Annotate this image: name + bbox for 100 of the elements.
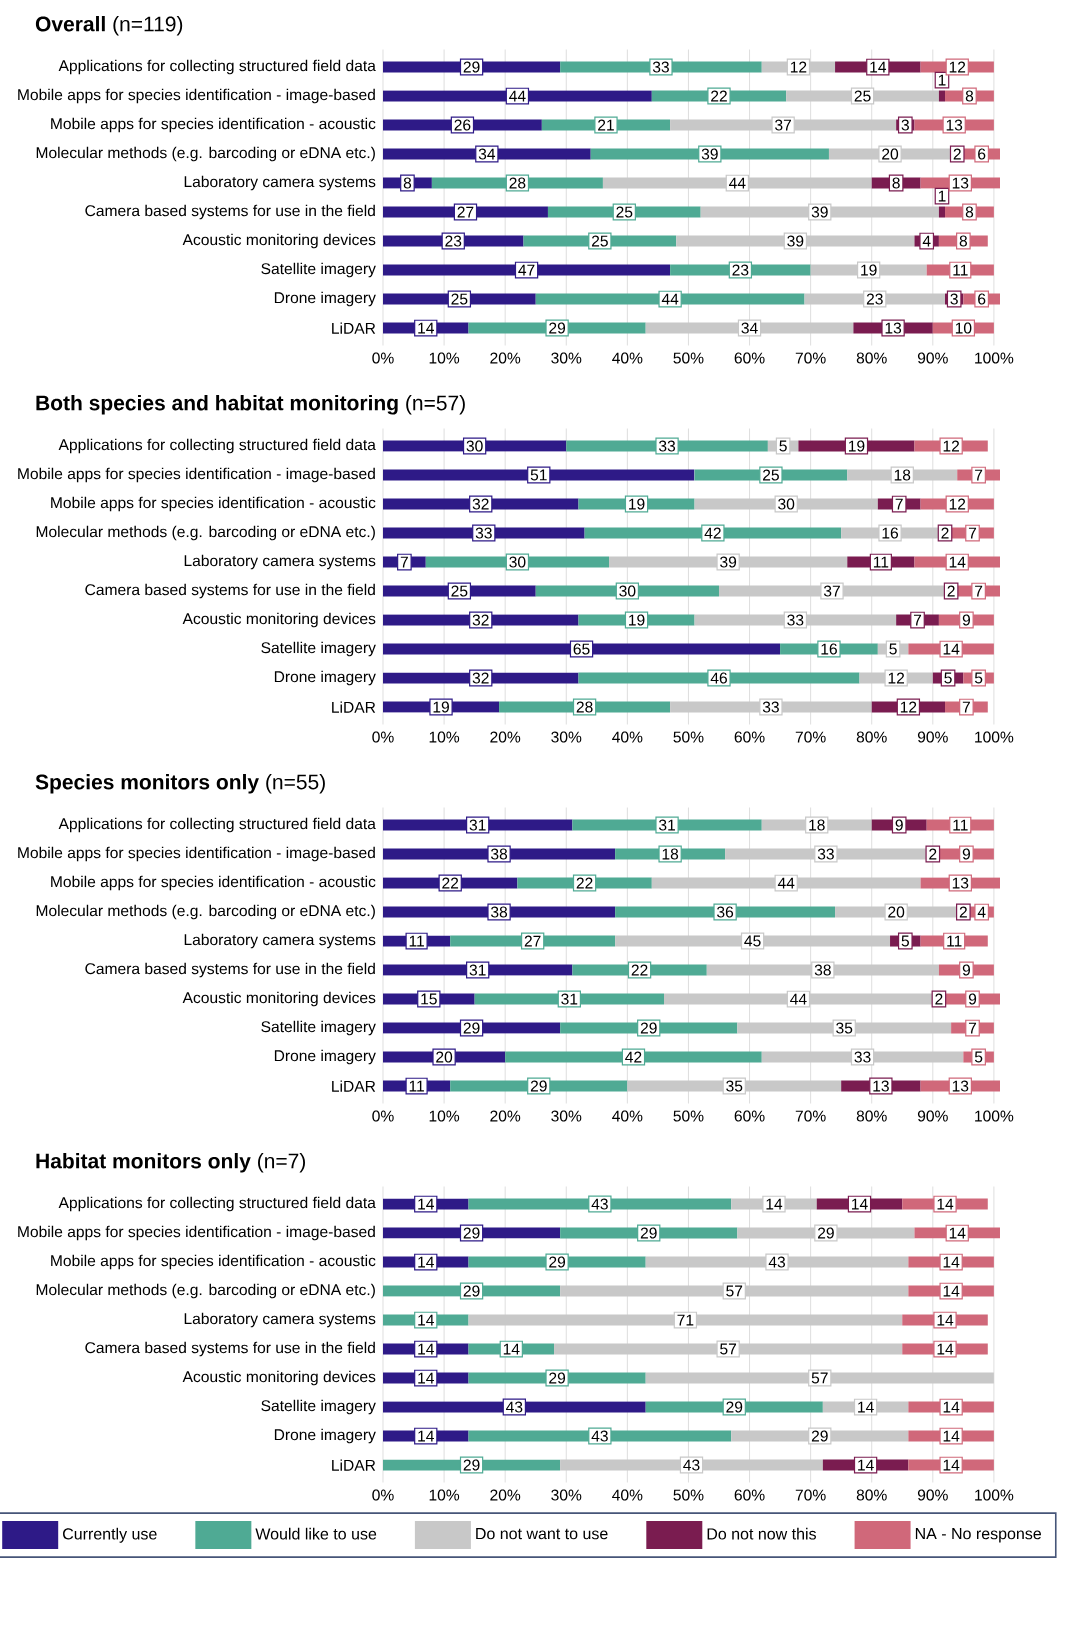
- data-label: 6: [978, 293, 986, 305]
- y-tick-label: Camera based systems for use in the field: [85, 962, 375, 978]
- data-label: 22: [442, 877, 459, 889]
- data-label: 8: [965, 206, 974, 218]
- data-label: 42: [704, 527, 721, 539]
- data-label: 29: [549, 1372, 566, 1384]
- data-label: 30: [778, 498, 795, 510]
- data-label: 11: [947, 935, 962, 947]
- data-label: 14: [943, 1256, 960, 1268]
- x-tick-label: 0%: [372, 352, 394, 364]
- data-label: 2: [935, 993, 943, 1005]
- data-label: 7: [968, 527, 977, 539]
- y-tick-label: Acoustic monitoring devices: [182, 1370, 376, 1386]
- data-label: 2: [929, 848, 937, 860]
- data-label: 27: [524, 935, 541, 947]
- data-label: 1: [938, 190, 946, 202]
- data-label: 18: [662, 848, 679, 860]
- x-tick-label: 80%: [856, 1489, 887, 1501]
- data-label: 43: [506, 1401, 523, 1413]
- data-label: 9: [895, 819, 903, 831]
- y-tick-label: Molecular methods (e.g. barcoding or eDNA etc.): [36, 1283, 375, 1299]
- data-label: 21: [598, 119, 614, 131]
- data-label: 29: [640, 1022, 657, 1034]
- data-label: 37: [775, 119, 791, 131]
- data-label: 13: [946, 119, 963, 131]
- data-label: 14: [943, 1401, 960, 1413]
- data-label: 38: [490, 906, 508, 918]
- data-label: 5: [901, 935, 910, 947]
- data-label: 43: [683, 1459, 700, 1471]
- x-tick-label: 100%: [975, 352, 1014, 364]
- data-label: 44: [661, 293, 679, 305]
- data-label: 14: [949, 556, 966, 568]
- x-tick-label: 90%: [917, 1110, 948, 1122]
- data-label: 34: [478, 148, 496, 160]
- data-label: 29: [726, 1401, 743, 1413]
- data-label: 33: [762, 701, 779, 713]
- x-tick-label: 30%: [551, 731, 582, 743]
- data-label: 33: [652, 61, 669, 73]
- legend-label: Currently use: [63, 1527, 157, 1543]
- data-label: 12: [943, 440, 959, 452]
- data-label: 12: [790, 61, 807, 73]
- x-tick-label: 80%: [856, 352, 887, 364]
- data-label: 14: [943, 1285, 960, 1297]
- data-label: 22: [576, 877, 593, 889]
- x-tick-label: 30%: [551, 1489, 582, 1501]
- data-label: 14: [418, 1314, 434, 1326]
- x-tick-label: 10%: [429, 731, 460, 743]
- x-tick-label: 100%: [975, 731, 1014, 743]
- data-label: 5: [889, 643, 897, 655]
- x-tick-label: 30%: [551, 1110, 582, 1122]
- y-tick-label: Molecular methods (e.g. barcoding or eDNA etc.): [36, 525, 375, 541]
- data-label: 38: [814, 964, 831, 976]
- data-label: 32: [472, 614, 489, 626]
- data-label: 57: [726, 1285, 743, 1297]
- data-label: 44: [790, 993, 807, 1005]
- y-tick-label: Satellite imagery: [261, 262, 376, 278]
- data-label: 14: [949, 1227, 966, 1239]
- data-label: 28: [576, 701, 593, 713]
- data-label: 4: [922, 235, 931, 247]
- x-tick-label: 90%: [917, 731, 948, 743]
- data-label: 9: [968, 993, 977, 1005]
- data-label: 5: [974, 672, 983, 684]
- y-tick-label: Mobile apps for species identification - acoustic: [51, 496, 376, 512]
- data-label: 29: [463, 1227, 480, 1239]
- data-label: 11: [953, 264, 968, 276]
- data-label: 44: [728, 177, 746, 189]
- bar: [602, 177, 872, 189]
- data-label: 11: [953, 819, 968, 831]
- x-tick-label: 60%: [734, 731, 765, 743]
- y-tick-label: Laboratory camera systems: [184, 1312, 376, 1328]
- data-label: 7: [975, 469, 983, 481]
- x-tick-label: 70%: [795, 731, 826, 743]
- y-tick-label: Mobile apps for species identification - image-based: [18, 467, 375, 483]
- data-label: 43: [768, 1256, 786, 1268]
- data-label: 29: [463, 1022, 480, 1034]
- y-tick-label: Applications for collecting structured field data: [58, 817, 376, 833]
- data-label: 2: [953, 148, 961, 160]
- x-tick-label: 50%: [673, 1110, 704, 1122]
- x-tick-label: 60%: [734, 1110, 765, 1122]
- data-label: 3: [950, 293, 958, 305]
- x-tick-label: 20%: [490, 1489, 521, 1501]
- data-label: 39: [787, 235, 804, 247]
- x-tick-label: 0%: [372, 1110, 394, 1122]
- data-label: 13: [873, 1080, 889, 1092]
- y-tick-label: Applications for collecting structured field data: [58, 438, 376, 454]
- data-label: 14: [418, 1256, 434, 1268]
- data-label: 14: [937, 1314, 954, 1326]
- data-label: 35: [726, 1080, 743, 1092]
- data-label: 11: [873, 556, 889, 568]
- x-tick-label: 0%: [372, 1489, 394, 1501]
- data-label: 13: [885, 322, 902, 334]
- data-label: 9: [962, 848, 970, 860]
- data-label: 32: [472, 498, 489, 510]
- data-label: 11: [409, 1080, 424, 1092]
- y-tick-label: Mobile apps for species identification - image-based: [18, 88, 375, 104]
- y-tick-label: Camera based systems for use in the field: [85, 204, 375, 220]
- x-tick-label: 90%: [917, 352, 948, 364]
- x-tick-label: 40%: [612, 731, 643, 743]
- data-label: 25: [854, 90, 871, 102]
- data-label: 19: [848, 440, 865, 452]
